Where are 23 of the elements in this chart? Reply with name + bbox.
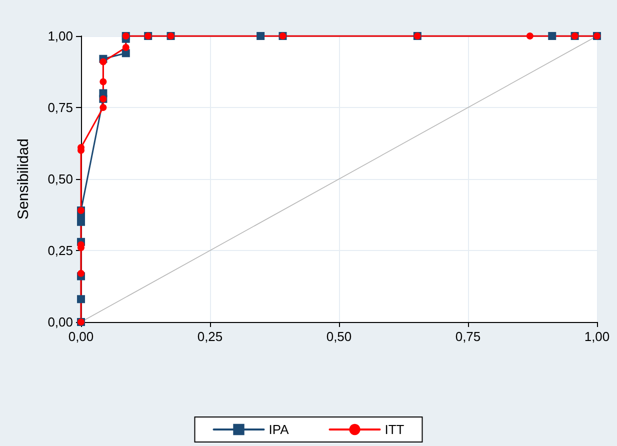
point [100,78,107,86]
y-axis-title: Sensibilidad [15,138,32,220]
x-tick-label: 0,50 [326,329,352,344]
legend-label: IPA [268,422,290,437]
point [122,44,130,51]
point [77,295,85,304]
point [256,32,265,40]
point [100,104,107,111]
point [526,32,534,40]
y-tick-label: 0,00 [48,314,73,330]
x-tick-label: 0,75 [455,329,481,344]
y-tick-label: 0,25 [48,243,73,258]
point [78,270,84,277]
x-tick-label: 1,00 [584,329,610,344]
y-tick-label: 0,50 [48,172,73,186]
y-tick-label: 0,75 [48,100,73,115]
point [99,89,108,98]
point [100,58,107,66]
x-tick-label: 0,00 [68,329,94,344]
point [548,32,556,40]
x-tick-label: 0,25 [197,329,223,344]
y-tick-label: 1,00 [48,28,73,44]
legend-label: ITT [384,422,404,437]
